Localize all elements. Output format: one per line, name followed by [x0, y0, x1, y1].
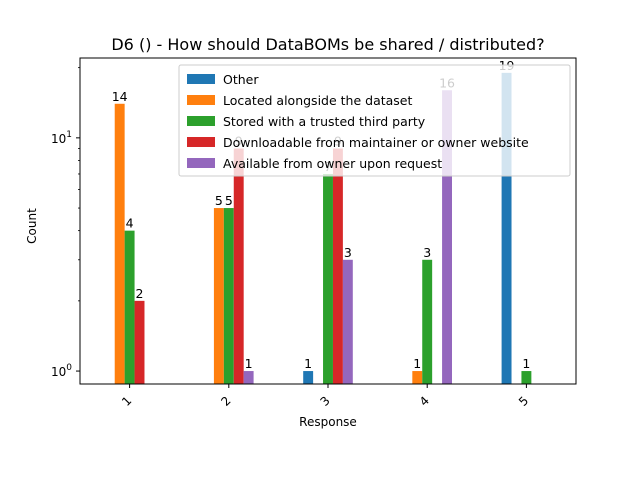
chart-title: D6 () - How should DataBOMs be shared / … [111, 35, 544, 54]
bar-1-series-4 [134, 300, 145, 384]
bar-2-series-5 [243, 371, 254, 384]
bar-4-series-5 [442, 90, 452, 384]
data-label: 5 [215, 193, 223, 208]
legend-label: Downloadable from maintainer or owner we… [223, 135, 529, 150]
legend-swatch [187, 95, 215, 105]
data-label: 4 [126, 216, 134, 231]
legend-label: Available from owner upon request [223, 156, 442, 171]
bar-3-series-1 [303, 371, 314, 384]
legend-box [178, 64, 571, 177]
data-label: 1 [304, 356, 312, 371]
bar-5-series-1 [501, 72, 512, 384]
legend-swatch [187, 158, 215, 168]
legend-label: Located alongside the dataset [223, 93, 412, 108]
x-axis-label: Response [299, 415, 357, 429]
data-label: 5 [225, 193, 233, 208]
data-label: 3 [344, 245, 352, 260]
bar-3-series-5 [342, 259, 353, 384]
bar-3-series-3 [323, 173, 333, 384]
legend-label: Stored with a trusted third party [223, 114, 426, 129]
bar-1-series-2 [114, 103, 125, 384]
bar-4-series-2 [412, 371, 423, 384]
data-label: 1 [522, 356, 530, 371]
legend: Other Located alongside the dataset Stored… [178, 64, 571, 177]
data-label: 3 [423, 245, 431, 260]
data-label: 14 [112, 89, 128, 104]
legend-swatch [187, 137, 215, 147]
data-label: 1 [245, 356, 253, 371]
bars-layer [114, 72, 532, 384]
legend-label: Other [223, 72, 259, 87]
data-label: 1 [413, 356, 421, 371]
legend-swatch [187, 74, 215, 84]
bar-1-series-3 [124, 230, 135, 384]
bar-4-series-3 [422, 259, 433, 384]
legend-swatch [187, 116, 215, 126]
bar-5-series-3 [521, 371, 532, 384]
bar-2-series-4 [233, 148, 244, 384]
data-label: 2 [136, 286, 144, 301]
y-axis-label: Count [25, 208, 39, 244]
bar-2-series-3 [223, 208, 234, 384]
bar-2-series-2 [213, 208, 224, 384]
bar-3-series-4 [332, 148, 343, 384]
